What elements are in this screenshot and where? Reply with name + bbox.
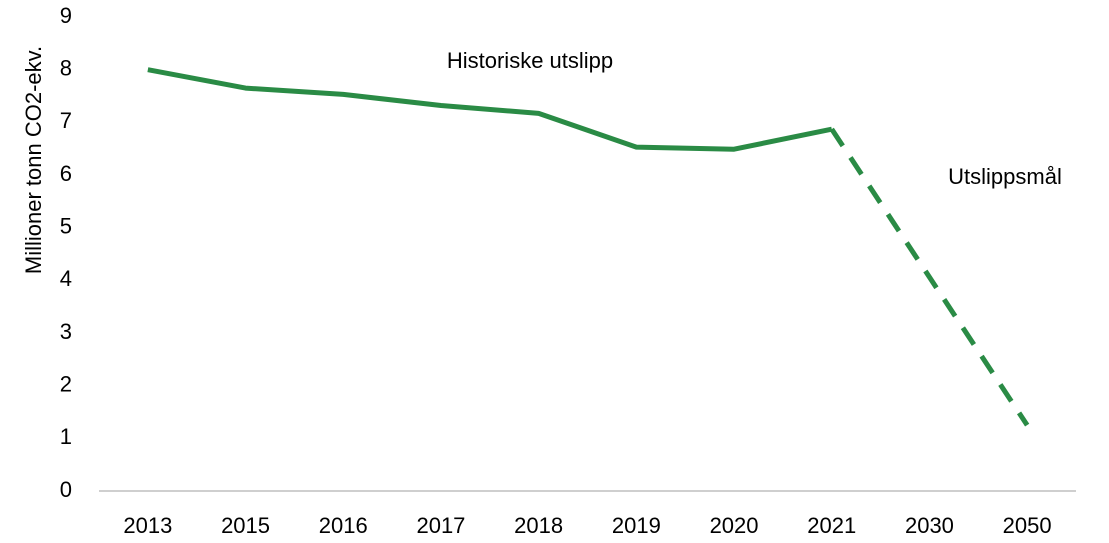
y-axis-label: Millioner tonn CO2-ekv. — [21, 46, 46, 274]
y-tick-label: 8 — [60, 55, 72, 80]
y-tick-label: 2 — [60, 371, 72, 396]
y-tick-label: 9 — [60, 3, 72, 28]
y-tick-label: 7 — [60, 108, 72, 133]
series-label: Historiske utslipp — [447, 48, 613, 73]
line-series — [829, 127, 1030, 427]
y-tick-label: 4 — [60, 266, 72, 291]
x-tick-label: 2050 — [1003, 513, 1052, 538]
x-tick-label: 2017 — [416, 513, 465, 538]
line-series — [147, 67, 833, 152]
x-tick-label: 2019 — [612, 513, 661, 538]
y-tick-label: 5 — [60, 213, 72, 238]
x-tick-label: 2018 — [514, 513, 563, 538]
x-tick-label: 2030 — [905, 513, 954, 538]
x-tick-label: 2016 — [319, 513, 368, 538]
x-tick-label: 2020 — [710, 513, 759, 538]
y-tick-label: 6 — [60, 161, 72, 186]
series-label: Utslippsmål — [948, 164, 1062, 189]
x-tick-label: 2015 — [221, 513, 270, 538]
x-tick-label: 2021 — [807, 513, 856, 538]
y-tick-label: 0 — [60, 477, 72, 502]
x-tick-label: 2013 — [123, 513, 172, 538]
y-tick-label: 1 — [60, 424, 72, 449]
y-tick-label: 3 — [60, 319, 72, 344]
